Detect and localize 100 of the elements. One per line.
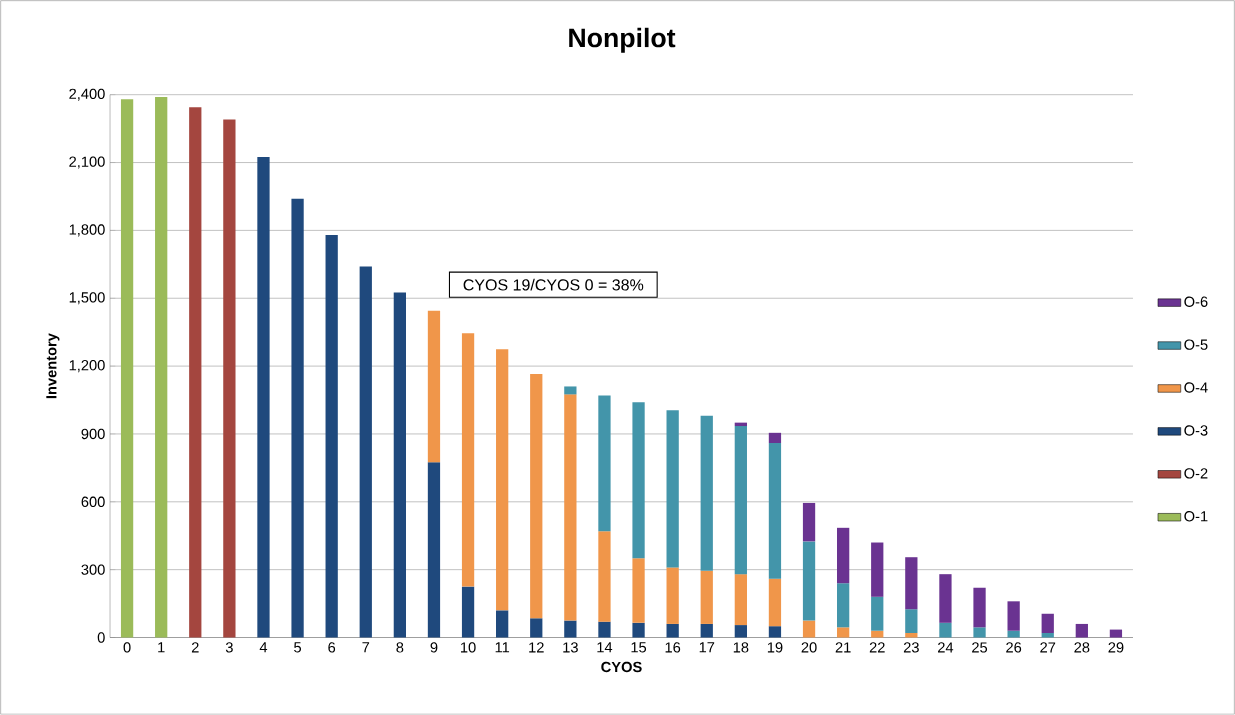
bar [1109,629,1123,638]
bar [632,558,645,623]
x-tick-label: 10 [461,642,476,653]
x-tick-label: 12 [529,642,544,653]
bar [496,349,509,611]
x-tick-label: 14 [597,642,613,653]
bar [768,443,782,579]
bar [1041,613,1054,634]
bar [223,119,236,638]
y-tick-label: 600 [81,496,105,508]
bar [768,626,782,638]
x-tick-label: 9 [430,642,438,653]
bar [427,462,441,638]
x-tick-label: 7 [362,642,370,653]
bar [359,266,372,638]
bar [837,583,850,628]
bar [291,198,304,638]
x-tick-label: 18 [733,642,749,653]
bar [734,426,747,575]
bar [530,618,543,638]
y-tick-label: 1,800 [69,224,105,237]
y-tick-label: 900 [81,428,105,440]
bar [973,627,986,638]
bar [871,542,884,597]
bar [734,574,747,626]
y-axis-title: Inventory [46,333,60,399]
x-tick-label: 24 [938,642,954,653]
x-tick-label: 8 [396,642,404,653]
bar [632,622,645,638]
legend-label: O-4 [1184,382,1208,393]
x-tick-label: 25 [972,642,988,653]
bar [700,415,713,571]
bar [666,567,679,624]
bar [189,107,202,638]
x-tick-label: 29 [1108,642,1124,653]
bar [461,333,475,587]
bar [564,386,577,395]
legend-label: O-2 [1184,468,1208,479]
bar [905,633,918,638]
x-tick-label: 28 [1074,642,1090,653]
y-tick-label: 2,400 [69,88,105,101]
x-tick-label: 6 [328,642,336,653]
bar [871,630,884,638]
chart-title: Nonpilot [569,27,676,53]
legend-label: O-5 [1184,339,1208,350]
bar [461,586,475,638]
x-tick-label: 20 [801,642,817,653]
annotation: CYOS 19/CYOS 0 = 38% [463,278,644,291]
bar [905,557,918,610]
x-tick-label: 1 [158,642,165,653]
x-tick-label: 13 [563,642,578,653]
bar [1075,624,1088,638]
bar [837,527,850,584]
x-tick-label: 19 [767,642,783,653]
bar [700,624,713,638]
x-tick-label: 11 [495,642,510,653]
y-tick-label: 0 [97,632,105,643]
x-tick-label: 21 [835,642,851,653]
bar [939,622,952,638]
bar [905,609,918,634]
legend-label: O-6 [1184,296,1208,307]
bar [598,621,611,638]
x-tick-label: 22 [869,642,885,653]
x-tick-label: 2 [191,642,199,653]
bar [734,625,747,638]
bar [120,99,134,638]
bar [700,570,713,624]
bar [768,578,782,627]
bar [632,402,645,559]
bar [802,503,816,542]
bar [155,97,168,638]
bar [1041,633,1054,638]
bar [598,395,611,532]
x-tick-label: 3 [225,642,233,653]
x-tick-label: 17 [699,642,715,653]
x-tick-label: 0 [123,642,131,653]
bar [802,541,816,621]
bar [530,374,543,619]
bar [496,610,509,638]
x-axis-title: CYOS [601,661,642,673]
y-tick-label: 2,100 [69,156,105,169]
bar [802,620,816,638]
x-tick-label: 15 [631,642,647,653]
y-tick-label: 1,200 [69,360,105,373]
bar [325,234,338,638]
x-tick-label: 5 [294,642,302,653]
bar [1007,601,1020,631]
bar [427,310,441,463]
bar [598,531,611,622]
bar [973,587,986,628]
bar [666,410,679,568]
bar [564,394,577,621]
bar [837,627,850,638]
x-tick-label: 4 [259,642,268,653]
x-tick-label: 16 [665,642,681,653]
legend-label: O-1 [1184,511,1208,522]
y-tick-label: 300 [81,564,105,575]
bar [666,624,679,638]
bar [1007,630,1020,638]
bar [871,596,884,631]
